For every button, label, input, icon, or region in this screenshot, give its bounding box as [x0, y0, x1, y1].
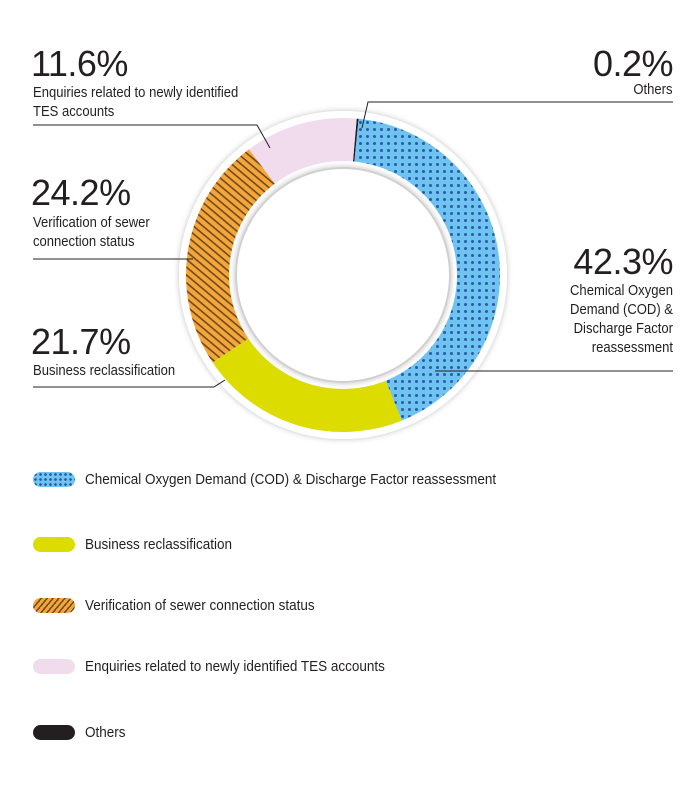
- legend-swatch-yellow: [33, 536, 75, 552]
- pct-others: 0.2%: [592, 43, 674, 84]
- callout-verification: Verification of sewer connection status: [33, 215, 150, 250]
- donut-segment-0: [352, 118, 359, 164]
- legend-label: Enquiries related to newly identified TE…: [85, 657, 385, 675]
- callout-cod: Chemical Oxygen Demand (COD) & Discharge…: [570, 283, 673, 356]
- pct-enquiries: 11.6%: [31, 43, 128, 84]
- donut-segment-2: [212, 337, 402, 433]
- legend-item-others: Others: [33, 723, 130, 741]
- legend-item-cod: Chemical Oxygen Demand (COD) & Discharge…: [33, 470, 542, 488]
- legend-item-verification: Verification of sewer connection status: [33, 596, 340, 614]
- pct-cod: 42.3%: [573, 241, 673, 282]
- legend-item-business: Business reclassification: [33, 535, 248, 553]
- donut-hole: [235, 167, 451, 383]
- legend-label: Others: [85, 723, 126, 741]
- callout-others: Others: [633, 82, 673, 98]
- legend-item-enquiries: Enquiries related to newly identified TE…: [33, 657, 418, 675]
- legend-label: Chemical Oxygen Demand (COD) & Discharge…: [85, 470, 497, 488]
- leader-lines: [33, 101, 673, 388]
- pct-business: 21.7%: [31, 321, 131, 362]
- callout-enquiries: Enquiries related to newly identified TE…: [33, 85, 239, 120]
- legend-swatch-dots: [33, 471, 75, 487]
- callout-business: Business reclassification: [33, 363, 176, 379]
- pct-verification: 24.2%: [31, 172, 131, 213]
- legend-swatch-stripes: [33, 597, 75, 613]
- legend-swatch-black: [33, 724, 75, 740]
- legend-swatch-pink: [33, 658, 75, 674]
- donut-segment-4: [249, 118, 357, 186]
- donut-segment-1: [354, 118, 501, 421]
- legend-label: Verification of sewer connection status: [85, 596, 315, 614]
- legend-label: Business reclassification: [85, 535, 233, 553]
